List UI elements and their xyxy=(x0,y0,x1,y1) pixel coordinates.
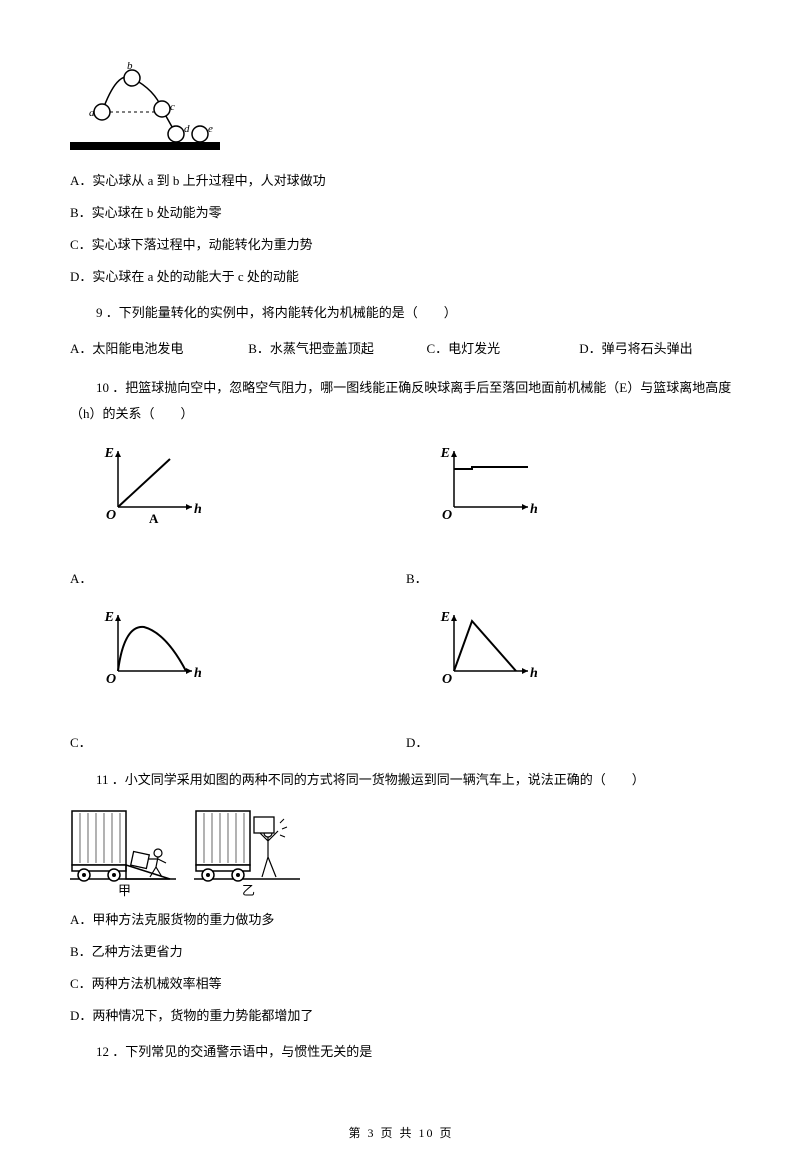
svg-text:h: h xyxy=(194,502,202,517)
svg-text:乙: 乙 xyxy=(242,883,255,897)
svg-text:h: h xyxy=(194,666,202,681)
q10-label-c: C． xyxy=(70,732,92,754)
q9-option-d: D．弹弓将石头弹出 xyxy=(579,338,732,360)
svg-text:h: h xyxy=(530,502,538,517)
q10-label-d: D． xyxy=(406,732,428,754)
svg-text:e: e xyxy=(208,123,213,135)
svg-text:E: E xyxy=(439,446,449,461)
q8-option-c: C．实心球下落过程中，动能转化为重力势 xyxy=(70,234,732,256)
q10-graph-a: Eh O A xyxy=(96,441,206,591)
svg-text:O: O xyxy=(442,672,452,687)
q10-graph-c: Eh O xyxy=(96,605,206,755)
q10-graph-b: Eh O xyxy=(432,441,542,591)
svg-text:O: O xyxy=(106,508,116,523)
q10-stem: 10 ．把篮球抛向空中，忽略空气阻力，哪一图线能正确反映球离手后至落回地面前机械… xyxy=(70,375,732,427)
q9-option-c: C．电灯发光 xyxy=(426,338,579,360)
q11-option-d: D．两种情况下，货物的重力势能都增加了 xyxy=(70,1005,732,1027)
svg-text:O: O xyxy=(442,508,452,523)
q10-label-b: B． xyxy=(406,568,428,590)
q11-figure: 甲 乙 xyxy=(70,805,732,897)
q11-option-a: A．甲种方法克服货物的重力做功多 xyxy=(70,909,732,931)
svg-text:E: E xyxy=(104,446,114,461)
q11-option-c: C．两种方法机械效率相等 xyxy=(70,973,732,995)
q10-label-a: A． xyxy=(70,568,92,590)
q8-figure: a b cd e xyxy=(70,54,732,156)
svg-text:d: d xyxy=(184,123,190,135)
svg-text:b: b xyxy=(127,60,133,72)
svg-text:O: O xyxy=(106,672,116,687)
svg-text:a: a xyxy=(89,107,95,119)
q8-option-a: A．实心球从 a 到 b 上升过程中，人对球做功 xyxy=(70,170,732,192)
q9-stem: 9 ．下列能量转化的实例中，将内能转化为机械能的是（ ） xyxy=(70,302,732,324)
svg-text:E: E xyxy=(440,610,450,625)
q9-option-a: A．太阳能电池发电 xyxy=(70,338,248,360)
q12-stem: 12 ．下列常见的交通警示语中，与惯性无关的是 xyxy=(70,1041,732,1063)
q11-stem: 11 ．小文同学采用如图的两种不同的方式将同一货物搬运到同一辆汽车上，说法正确的… xyxy=(70,769,732,791)
svg-text:E: E xyxy=(103,610,113,625)
q8-option-b: B．实心球在 b 处动能为零 xyxy=(70,202,732,224)
svg-text:h: h xyxy=(530,666,538,681)
q9-option-b: B．水蒸气把壶盖顶起 xyxy=(248,338,426,360)
q8-option-d: D．实心球在 a 处的动能大于 c 处的动能 xyxy=(70,266,732,288)
page-footer: 第 3 页 共 10 页 xyxy=(70,1123,732,1143)
svg-text:甲: 甲 xyxy=(118,883,131,897)
svg-text:A: A xyxy=(149,511,159,526)
svg-text:c: c xyxy=(170,101,175,113)
q10-graph-d: Eh O xyxy=(432,605,542,755)
q11-option-b: B．乙种方法更省力 xyxy=(70,941,732,963)
